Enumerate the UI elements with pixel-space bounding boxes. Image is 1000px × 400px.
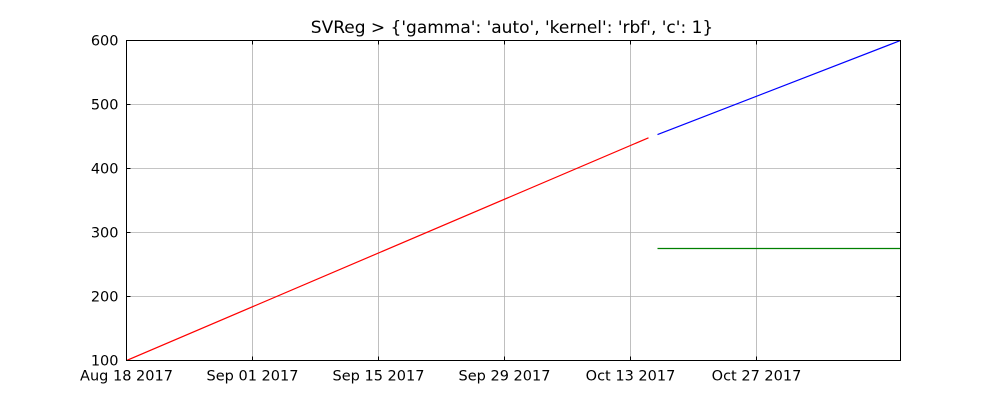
y-tick-label: 400 (91, 162, 119, 178)
x-tick-label: Oct 27 2017 (712, 369, 802, 385)
grid-lines (126, 40, 901, 361)
y-tick-label: 100 (91, 354, 119, 370)
series-line-1 (126, 137, 649, 362)
x-tick-label: Sep 01 2017 (207, 369, 299, 385)
series-layer (126, 39, 901, 362)
x-tick-label: Oct 13 2017 (586, 369, 676, 385)
x-tick-label: Sep 29 2017 (459, 369, 551, 385)
y-tick-label: 200 (91, 290, 119, 306)
series-line-2 (657, 39, 901, 136)
plot-frame (126, 40, 901, 361)
axis-ticks: Aug 18 2017 Sep 01 2017 Sep 15 2017 Sep 29 … (80, 34, 901, 385)
y-tick-label: 600 (91, 34, 119, 50)
x-tick-label: Sep 15 2017 (333, 369, 425, 385)
y-tick-label: 500 (91, 98, 119, 114)
x-tick-label: Aug 18 2017 (80, 369, 173, 385)
y-tick-label: 300 (91, 226, 119, 242)
chart-title: SVReg > {'gamma': 'auto', 'kernel': 'rbf… (311, 18, 713, 38)
